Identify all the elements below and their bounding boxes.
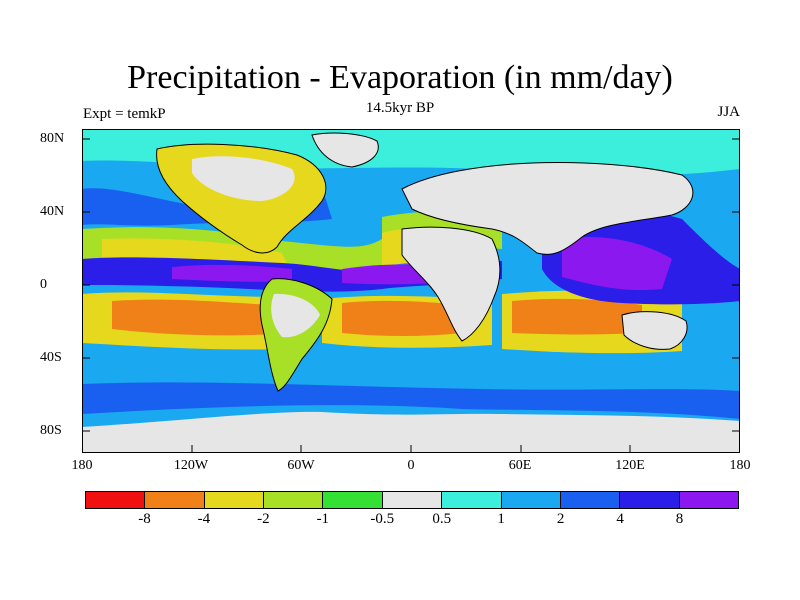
legend-label: -8	[138, 511, 151, 527]
south-atlantic-dry	[342, 300, 462, 336]
legend-swatch	[86, 492, 146, 508]
legend-label: -4	[197, 511, 211, 527]
africa	[401, 226, 501, 342]
lon-tick-60w: 60W	[287, 458, 315, 473]
axis-ticks	[82, 138, 740, 453]
lat-tick-40n: 40N	[40, 204, 65, 219]
antarctica-land	[82, 411, 740, 453]
plot-title: Precipitation - Evaporation (in mm/day)	[127, 59, 673, 96]
pe-map	[82, 129, 740, 453]
legend-label: 8	[675, 511, 684, 527]
south-pacific-dry	[112, 299, 272, 336]
legend-label: 1	[497, 511, 505, 527]
lat-tick-80n: 80N	[40, 131, 65, 146]
eurasia	[401, 162, 694, 255]
legend-swatch	[145, 492, 205, 508]
legend-label: -1	[316, 511, 330, 527]
lon-tick-180e: 180	[729, 458, 751, 473]
experiment-label: Expt = temkP	[83, 106, 166, 122]
lon-tick-120w: 120W	[173, 458, 209, 473]
legend-label: -2	[257, 511, 270, 527]
legend-swatch	[323, 492, 383, 508]
legend-swatch	[264, 492, 324, 508]
southern-ocean-wet-band	[82, 382, 740, 419]
itcz-extreme	[172, 264, 292, 282]
lon-tick-0: 0	[407, 458, 415, 473]
legend-label: -0.5	[370, 511, 395, 527]
legend-swatch	[620, 492, 680, 508]
legend-label: 0.5	[432, 511, 452, 527]
lat-tick-40s: 40S	[40, 350, 62, 365]
legend-label: 4	[616, 511, 624, 527]
north-america-interior	[192, 156, 295, 201]
lat-tick-0: 0	[40, 277, 47, 292]
period-label: 14.5kyr BP	[365, 100, 435, 116]
south-america-interior	[271, 293, 320, 338]
season-label: JJA	[717, 104, 740, 120]
legend-swatch	[204, 492, 265, 508]
lon-tick-60e: 60E	[508, 458, 532, 473]
lon-tick-180w: 180	[71, 458, 93, 473]
greenland	[311, 132, 379, 168]
asian-monsoon-extreme	[562, 237, 672, 291]
lon-tick-120e: 120E	[615, 458, 645, 473]
indian-ocean-dry	[512, 298, 642, 335]
color-legend	[85, 491, 739, 509]
lat-tick-80s: 80S	[40, 423, 62, 438]
legend-swatch	[679, 492, 738, 508]
australia	[621, 311, 688, 350]
legend-swatch	[442, 492, 502, 508]
legend-swatch	[501, 492, 561, 508]
legend-swatch	[560, 492, 621, 508]
legend-swatch	[382, 492, 443, 508]
legend-label: 2	[556, 511, 565, 527]
